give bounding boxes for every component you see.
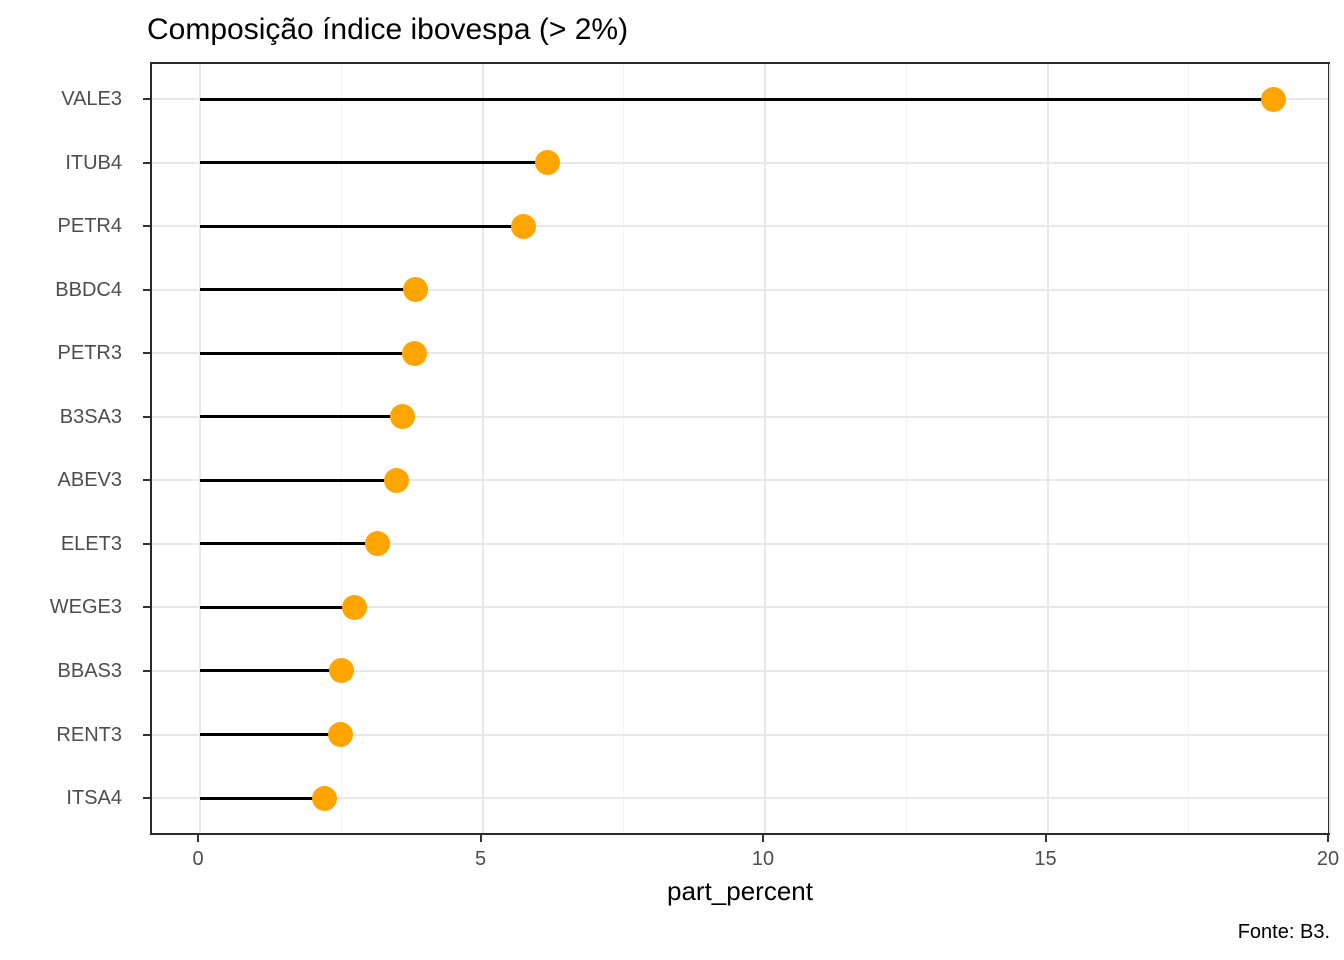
x-axis-tick — [479, 835, 482, 842]
y-axis-tick — [143, 669, 150, 672]
gridline-minor-vertical — [623, 64, 625, 833]
data-point — [1261, 86, 1286, 112]
gridline-row — [152, 352, 1328, 355]
y-axis-tick — [143, 733, 150, 736]
chart-caption: Fonte: B3. — [1237, 921, 1330, 943]
gridline-major-vertical — [199, 64, 201, 833]
gridline-row — [152, 733, 1328, 736]
y-axis-category-label: RENT3 — [56, 723, 122, 746]
gridline-row — [152, 225, 1328, 228]
gridline-minor-vertical — [1188, 64, 1190, 833]
y-axis-tick — [143, 415, 150, 418]
gridline-major-vertical — [764, 64, 766, 833]
data-point — [403, 277, 429, 303]
data-point — [390, 404, 416, 430]
gridline-major-vertical — [1329, 64, 1331, 833]
chart-title: Composição índice ibovespa (> 2%) — [147, 13, 629, 46]
x-axis-tick — [1327, 835, 1329, 842]
gridline-minor-vertical — [905, 64, 907, 833]
gridline-major-vertical — [481, 64, 484, 833]
x-axis-tick-label: 0 — [192, 848, 204, 870]
y-axis-tick — [143, 161, 150, 164]
gridline-row — [152, 161, 1328, 164]
gridline-row — [152, 479, 1328, 482]
lollipop-stem — [200, 669, 342, 673]
x-axis-tick — [1044, 835, 1047, 842]
x-axis-title: part_percent — [667, 876, 813, 906]
x-axis-tick-label: 20 — [1316, 848, 1340, 870]
lollipop-stem — [200, 351, 415, 355]
data-point — [341, 594, 367, 620]
lollipop-stem — [200, 97, 1274, 101]
y-axis-category-label: B3SA3 — [59, 405, 122, 428]
y-axis-category-label: VALE3 — [61, 88, 122, 110]
y-axis-category-label: WEGE3 — [49, 596, 122, 619]
lollipop-stem — [200, 415, 403, 419]
lollipop-stem — [200, 161, 548, 165]
data-point — [383, 467, 409, 493]
y-axis-category-label: ITUB4 — [65, 151, 122, 174]
y-axis-tick — [143, 288, 150, 291]
y-axis-tick — [143, 797, 150, 800]
lollipop-stem — [200, 224, 524, 228]
data-point — [312, 785, 338, 811]
gridline-minor-vertical — [340, 64, 342, 833]
y-axis-tick — [143, 225, 150, 228]
y-axis-category-label: BBDC4 — [55, 278, 122, 301]
y-axis-tick — [143, 542, 150, 545]
y-axis-category-label: PETR3 — [57, 342, 122, 365]
data-point — [364, 531, 390, 557]
lollipop-stem — [200, 733, 341, 736]
data-point — [510, 213, 536, 239]
data-point — [534, 150, 560, 176]
x-axis-tick-label: 10 — [751, 848, 775, 870]
lollipop-stem — [200, 605, 355, 609]
y-axis-tick — [143, 606, 150, 609]
y-axis-category-label: ITSA4 — [66, 787, 122, 810]
lollipop-stem — [200, 478, 397, 482]
y-axis-category-label: ABEV3 — [57, 469, 122, 492]
x-axis-tick — [197, 835, 199, 842]
data-point — [329, 658, 355, 684]
gridline-row — [152, 288, 1328, 291]
x-axis-tick-label: 15 — [1034, 848, 1057, 870]
data-point — [327, 722, 353, 747]
lollipop-stem — [200, 542, 378, 546]
x-axis-tick — [762, 835, 764, 842]
y-axis-tick — [143, 352, 150, 355]
gridline-row — [152, 415, 1328, 418]
gridline-row — [152, 606, 1328, 609]
data-point — [402, 340, 428, 366]
lollipop-stem — [200, 796, 325, 800]
y-axis-tick — [143, 98, 150, 100]
gridline-row — [152, 542, 1328, 545]
x-axis-tick-label: 5 — [474, 848, 487, 870]
plot-panel — [150, 62, 1331, 835]
y-axis-category-label: PETR4 — [57, 215, 122, 238]
y-axis-category-label: ELET3 — [60, 532, 122, 555]
lollipop-stem — [200, 288, 416, 292]
gridline-row — [152, 669, 1328, 672]
y-axis-tick — [143, 479, 150, 482]
gridline-major-vertical — [1046, 64, 1049, 833]
gridline-row — [152, 797, 1328, 800]
y-axis-category-label: BBAS3 — [57, 659, 122, 682]
